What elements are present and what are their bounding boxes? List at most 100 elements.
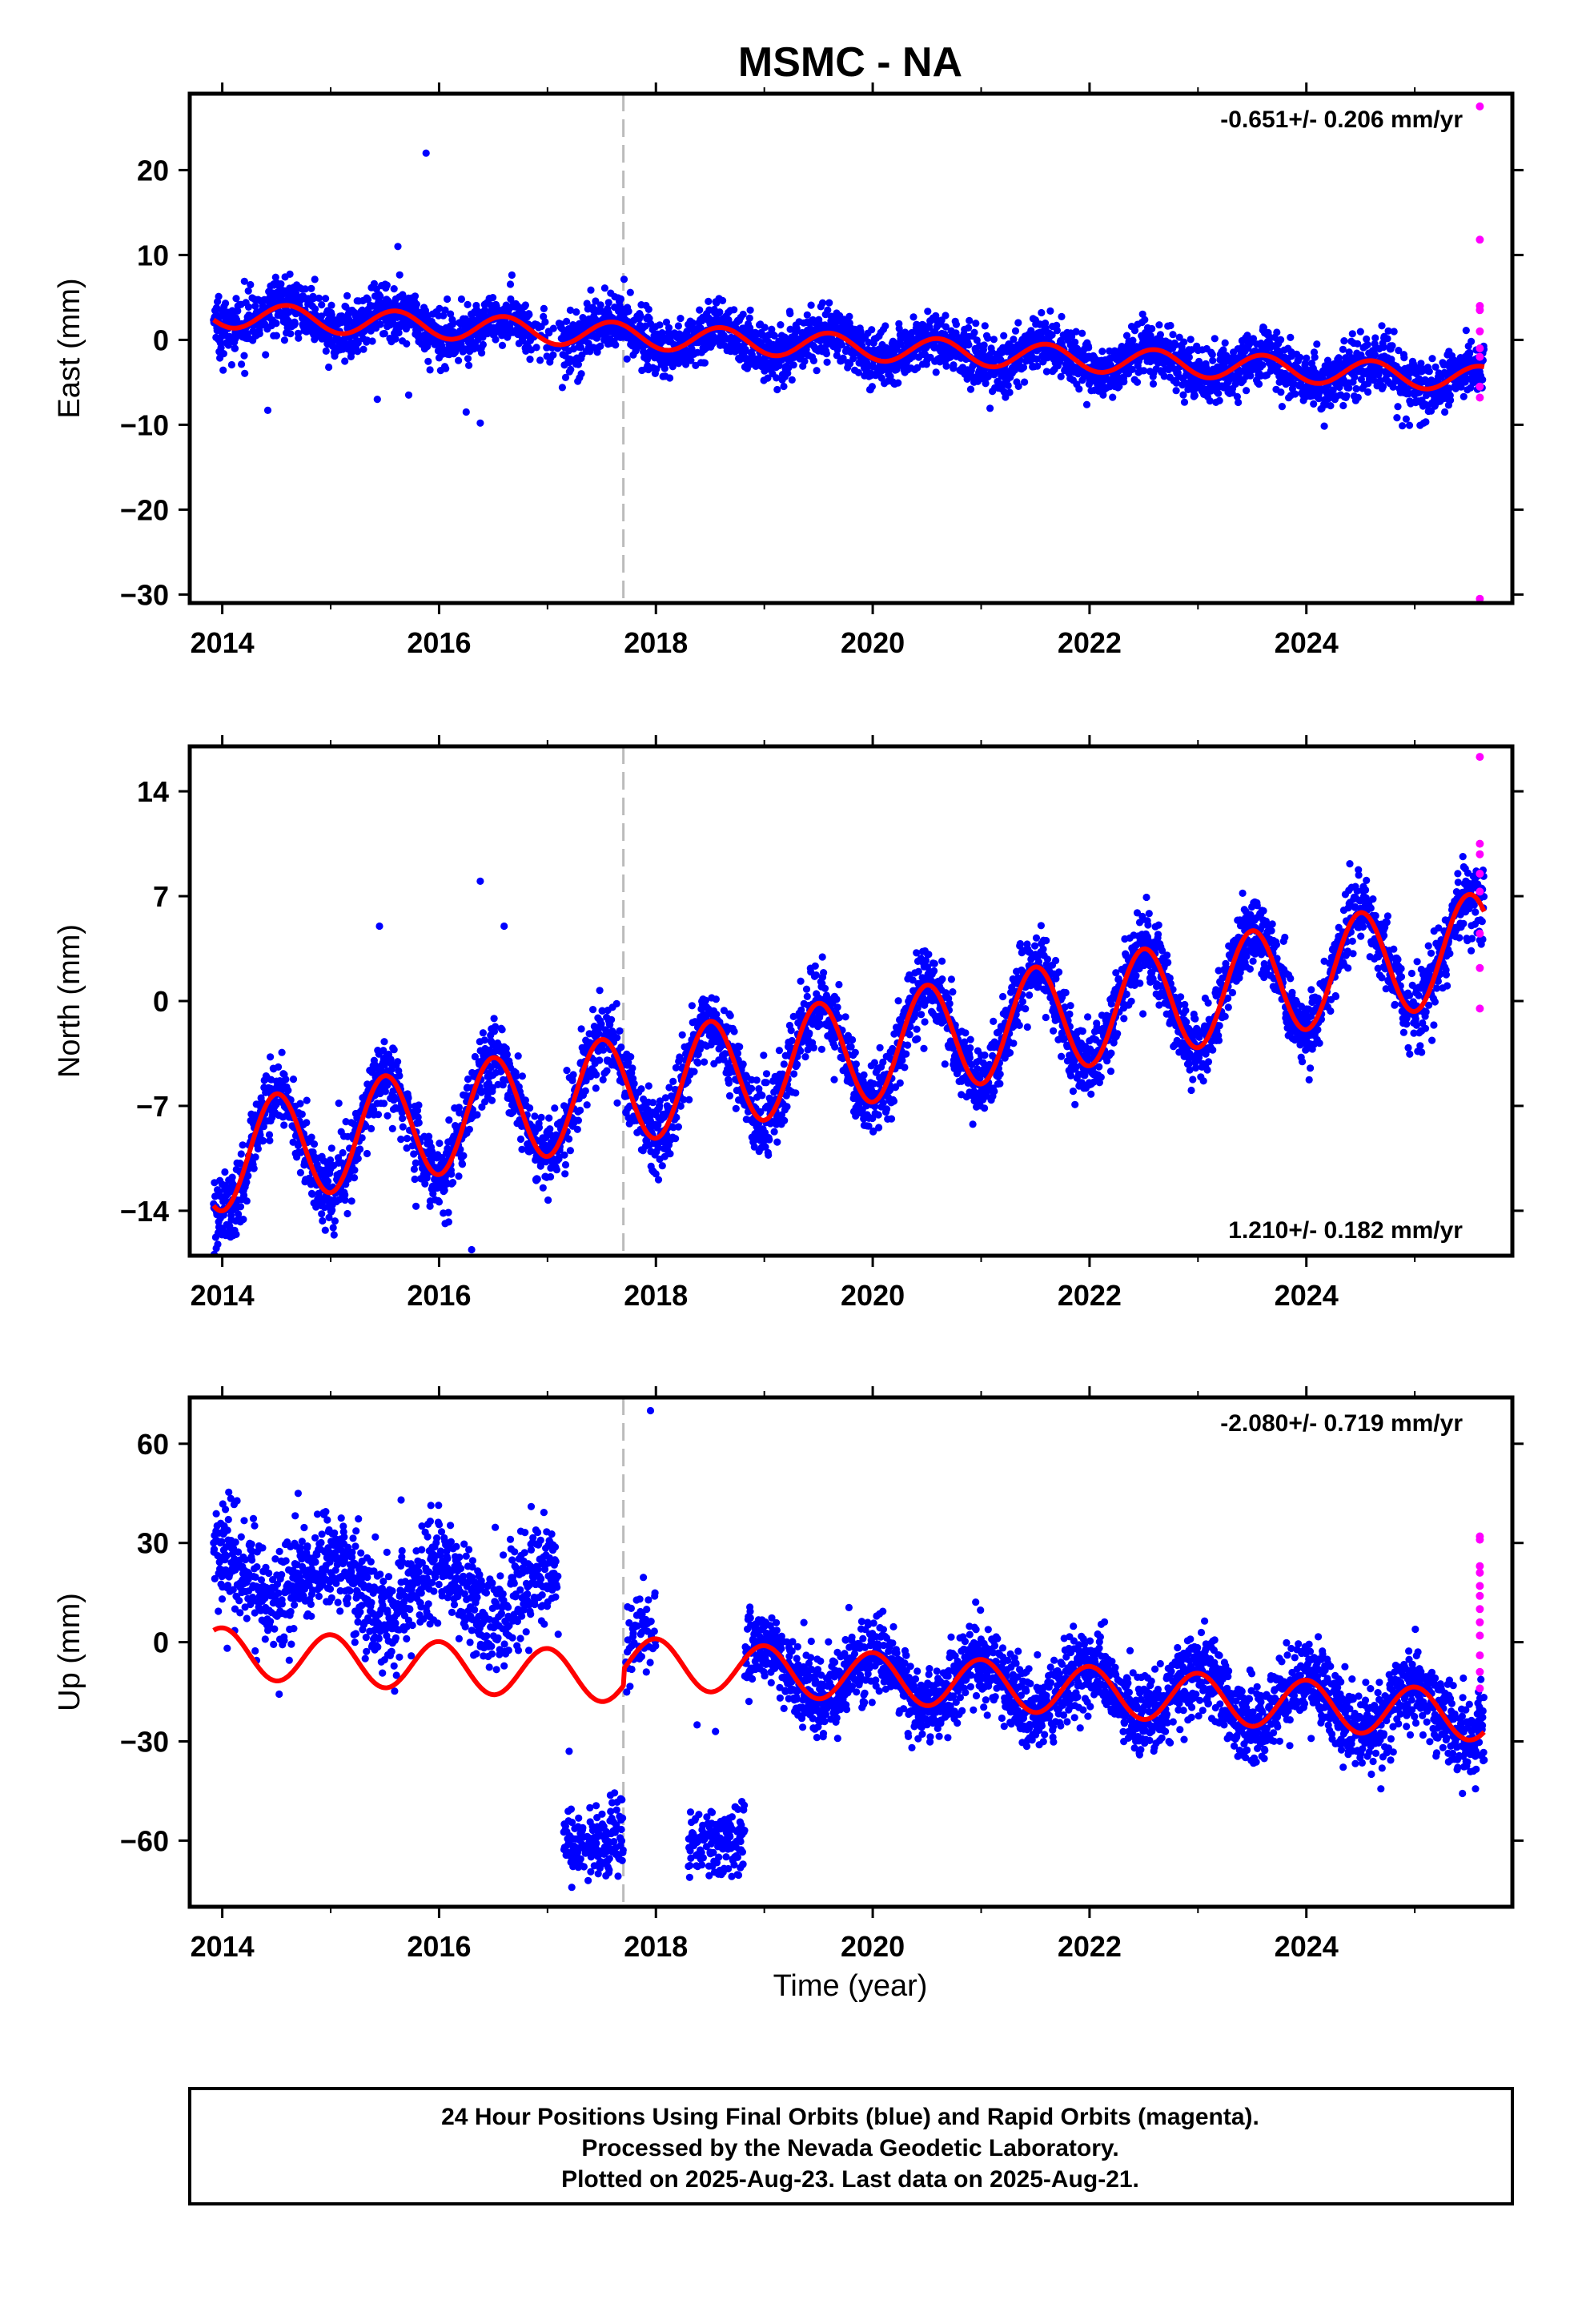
data-point bbox=[478, 349, 486, 357]
y-tick-label: 20 bbox=[137, 154, 169, 187]
data-point bbox=[982, 380, 990, 388]
data-point bbox=[480, 1036, 488, 1044]
data-point bbox=[240, 352, 248, 360]
data-point bbox=[341, 1196, 349, 1204]
data-point bbox=[278, 1048, 286, 1056]
data-point bbox=[241, 369, 249, 377]
data-point bbox=[592, 297, 600, 305]
y-tick-label: −10 bbox=[120, 408, 169, 441]
data-point bbox=[818, 299, 827, 307]
data-point bbox=[1400, 354, 1408, 362]
data-point bbox=[1356, 328, 1364, 336]
rapid-point bbox=[1476, 306, 1484, 315]
data-point bbox=[540, 304, 548, 312]
data-point bbox=[1149, 380, 1158, 388]
data-point bbox=[254, 1144, 262, 1153]
data-point bbox=[329, 1224, 337, 1232]
data-point bbox=[309, 295, 317, 303]
data-point bbox=[1046, 307, 1054, 315]
data-point bbox=[503, 1051, 512, 1059]
data-point bbox=[1390, 328, 1398, 336]
data-point bbox=[1156, 331, 1164, 339]
data-point bbox=[1343, 392, 1351, 400]
data-point bbox=[773, 385, 781, 394]
data-point bbox=[577, 370, 585, 378]
data-point bbox=[1462, 327, 1470, 335]
data-point bbox=[354, 348, 362, 356]
data-point bbox=[343, 1209, 351, 1218]
data-point bbox=[549, 324, 557, 332]
data-point bbox=[600, 284, 609, 292]
data-point bbox=[572, 308, 580, 316]
data-point bbox=[761, 324, 769, 332]
data-point bbox=[247, 280, 255, 289]
data-point bbox=[263, 406, 272, 414]
data-point bbox=[383, 1112, 391, 1120]
data-point bbox=[266, 1136, 274, 1144]
data-point bbox=[1327, 402, 1335, 410]
data-point bbox=[325, 363, 333, 372]
data-point bbox=[1235, 398, 1243, 407]
data-point bbox=[563, 317, 571, 325]
data-point bbox=[1339, 401, 1347, 410]
data-point bbox=[1141, 316, 1149, 324]
data-point bbox=[243, 1178, 251, 1186]
data-point bbox=[351, 1166, 359, 1174]
data-point bbox=[1303, 354, 1311, 362]
data-point bbox=[786, 310, 794, 318]
data-point bbox=[244, 287, 252, 295]
data-point bbox=[822, 350, 830, 358]
data-point bbox=[596, 342, 604, 350]
east-panel: 2014 2016 2018 2020 2022 202420100−10−20−30Ea… bbox=[53, 82, 1524, 659]
data-point bbox=[1180, 338, 1188, 346]
data-point bbox=[221, 1168, 229, 1176]
data-point bbox=[307, 1133, 315, 1141]
data-point bbox=[593, 334, 601, 342]
data-point bbox=[1320, 422, 1328, 430]
data-point bbox=[1277, 336, 1285, 344]
data-point bbox=[481, 306, 489, 314]
rapid-point bbox=[1476, 393, 1484, 402]
data-point bbox=[1211, 335, 1219, 343]
data-point bbox=[343, 292, 351, 300]
data-point bbox=[1278, 403, 1286, 411]
data-point bbox=[868, 383, 876, 391]
data-point bbox=[455, 356, 463, 364]
data-point bbox=[457, 295, 466, 304]
data-point bbox=[636, 312, 644, 320]
rapid-point bbox=[1476, 327, 1484, 336]
data-point bbox=[356, 1145, 364, 1153]
data-point bbox=[696, 306, 704, 314]
data-point bbox=[616, 295, 625, 303]
data-point bbox=[272, 332, 280, 340]
data-point bbox=[894, 379, 902, 387]
x-tick-label: 2022 bbox=[1058, 626, 1122, 659]
data-point bbox=[404, 391, 413, 399]
data-point bbox=[490, 1015, 498, 1023]
data-point bbox=[445, 1116, 453, 1124]
data-point bbox=[596, 301, 604, 309]
data-point bbox=[359, 345, 367, 353]
data-point bbox=[1287, 333, 1295, 341]
data-point bbox=[233, 316, 241, 324]
data-point bbox=[1215, 389, 1223, 397]
data-point bbox=[383, 281, 391, 289]
data-point bbox=[1388, 342, 1396, 350]
plot-content bbox=[210, 94, 1488, 603]
data-point bbox=[1468, 337, 1476, 345]
data-point bbox=[498, 1026, 506, 1034]
data-point bbox=[788, 376, 796, 384]
x-tick-label: 2020 bbox=[841, 626, 905, 659]
data-point bbox=[251, 1153, 259, 1161]
data-point bbox=[240, 277, 248, 285]
data-point bbox=[1460, 392, 1468, 400]
data-point bbox=[687, 356, 695, 364]
data-point bbox=[435, 1198, 444, 1206]
data-point bbox=[347, 1197, 355, 1205]
data-point bbox=[1273, 328, 1281, 336]
data-point bbox=[335, 1100, 343, 1108]
data-point bbox=[436, 1140, 444, 1148]
data-point bbox=[287, 330, 295, 338]
data-point bbox=[1479, 376, 1487, 384]
data-point bbox=[1058, 312, 1066, 320]
